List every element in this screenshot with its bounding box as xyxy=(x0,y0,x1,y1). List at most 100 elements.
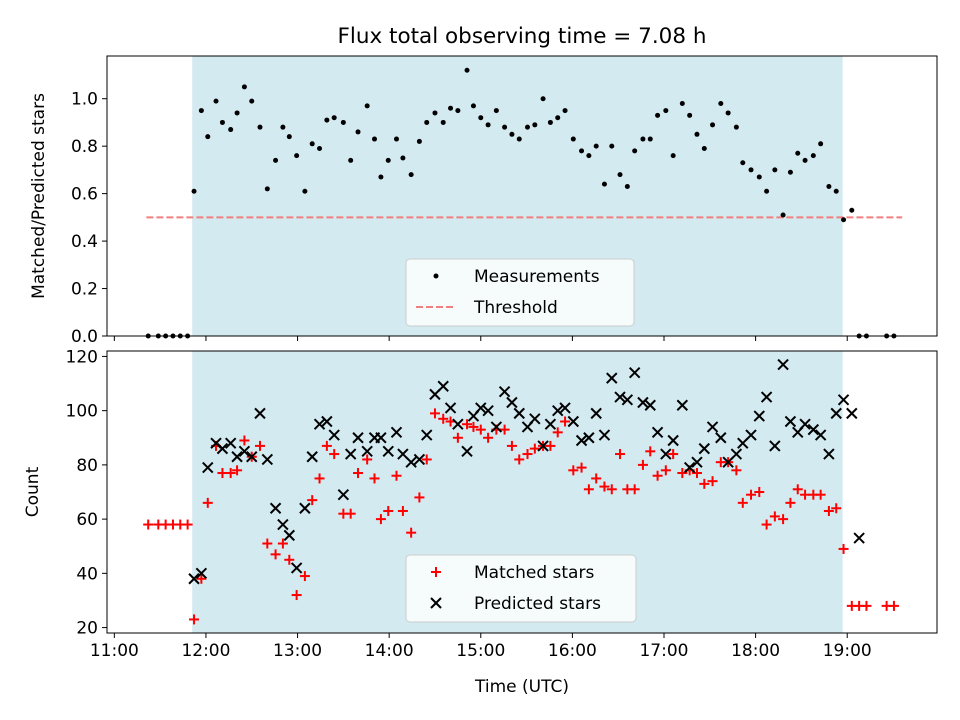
s1-1-point-71-b xyxy=(730,448,743,460)
s1-0-point-5 xyxy=(182,519,193,530)
s1-0-point-18 xyxy=(277,538,288,549)
s0-0-point-26 xyxy=(340,119,346,125)
s1-0-point-41 xyxy=(452,432,463,443)
s1-1-point-52 xyxy=(583,432,595,444)
s1-1-point-57-b xyxy=(621,394,634,406)
s1-1-point-57 xyxy=(621,394,634,406)
s0-0-point-70 xyxy=(679,100,685,106)
s0-0-point-39 xyxy=(440,119,446,125)
s1-1-point-10-b xyxy=(261,453,274,466)
s1-1-point-16-b xyxy=(306,451,318,463)
p1-y-tick-label-2: 60 xyxy=(76,510,98,530)
s1-1-point-38-b xyxy=(475,402,487,414)
s0-0-point-64 xyxy=(632,148,638,154)
s1-1-point-1-b xyxy=(195,567,208,580)
s0-0-point-61 xyxy=(609,143,615,149)
s1-0-point-96 xyxy=(888,600,899,611)
s0-0-point-54 xyxy=(555,115,561,121)
s1-1-point-48 xyxy=(552,404,564,417)
s1-1-point-34-b xyxy=(444,402,457,414)
s1-1-point-63-b xyxy=(667,434,679,447)
x-tick-label-1: 12:00 xyxy=(181,641,230,661)
s1-1-point-36 xyxy=(461,445,473,458)
s1-0-point-68 xyxy=(660,465,671,476)
s1-1-point-23 xyxy=(361,445,373,458)
s1-1-point-52-b xyxy=(583,432,595,444)
s1-1-point-49 xyxy=(559,402,571,414)
s1-1-point-74 xyxy=(753,410,765,422)
s0-0-point-21 xyxy=(302,188,308,194)
p0-y-tick-label-5: 1.0 xyxy=(71,90,98,110)
s0-0-point-71 xyxy=(687,112,693,118)
s1-1-point-67 xyxy=(698,442,711,455)
s0-0-point-13 xyxy=(241,84,247,90)
s1-1-point-5-b xyxy=(224,437,237,449)
s1-1-point-77 xyxy=(777,358,789,371)
p1-y-tick-label-0: 20 xyxy=(76,619,98,639)
s1-1-point-38 xyxy=(475,402,487,414)
s1-0-point-43 xyxy=(468,421,479,432)
s1-1-point-56 xyxy=(614,391,626,403)
s1-0-point-36 xyxy=(414,492,425,503)
s1-1-point-40 xyxy=(490,421,503,433)
s1-0-point-77 xyxy=(731,465,742,476)
s0-0-point-63 xyxy=(624,184,630,190)
s1-0-point-6 xyxy=(189,614,200,625)
s0-0-point-29 xyxy=(364,103,370,109)
s1-1-point-83 xyxy=(823,448,835,460)
s1-0-point-16 xyxy=(262,538,273,549)
p0-y-tick-label-4: 0.8 xyxy=(71,137,98,157)
p0-y-tick-label-1: 0.2 xyxy=(71,280,98,300)
s0-0-point-68 xyxy=(663,108,669,114)
s1-1-point-62-b xyxy=(660,448,672,460)
s1-1-point-45-b xyxy=(529,413,541,425)
s0-0-point-41 xyxy=(455,108,461,114)
s1-1-point-58-b xyxy=(628,366,641,379)
s0-0-point-77 xyxy=(733,124,739,130)
s1-0-point-80 xyxy=(754,487,765,497)
s0-0-point-17 xyxy=(273,157,279,163)
s0-0-point-20 xyxy=(294,153,300,159)
s0-0-point-14 xyxy=(249,98,255,104)
count-panel: 20 40 60 80 100 120 11:00 12:00 13:00 14:00 15:00… xyxy=(23,347,938,697)
s1-1-point-4 xyxy=(216,442,229,455)
s1-1-point-11-b xyxy=(269,502,282,514)
s1-1-point-26 xyxy=(382,445,394,458)
s0-0-point-48 xyxy=(509,131,515,137)
predicted-legend-x xyxy=(430,597,442,609)
s1-1-point-35-b xyxy=(452,418,464,430)
s1-1-point-76 xyxy=(769,440,781,452)
s0-0-point-90 xyxy=(833,188,839,194)
s1-0-point-72 xyxy=(691,468,702,479)
s1-0-point-33 xyxy=(391,470,402,481)
p0-y-tick-label-3: 0.6 xyxy=(71,185,98,205)
s1-0-point-22 xyxy=(307,495,318,506)
s1-1-point-75 xyxy=(760,391,773,403)
s1-0-point-19 xyxy=(284,554,295,565)
s1-1-point-33 xyxy=(437,380,449,392)
s1-0-point-83 xyxy=(778,514,789,525)
s0-0-point-24 xyxy=(324,117,330,123)
s0-0-point-18 xyxy=(280,124,286,130)
s1-1-point-60 xyxy=(644,399,656,411)
s1-1-point-78-b xyxy=(784,415,797,428)
s1-1-point-73-b xyxy=(745,429,757,441)
s1-1-point-63 xyxy=(667,434,679,447)
s1-0-point-23 xyxy=(314,473,325,484)
s0-0-point-81 xyxy=(764,188,770,194)
s0-0-point-51 xyxy=(532,122,538,128)
s1-1-point-41 xyxy=(498,385,511,398)
s0-0-point-55 xyxy=(562,108,568,114)
s0-0-point-47 xyxy=(502,124,508,130)
s0-0-point-28 xyxy=(355,129,361,135)
s1-1-point-45 xyxy=(529,413,541,425)
s0-0-point-43 xyxy=(470,103,476,109)
s1-0-point-58 xyxy=(583,484,594,495)
s1-1-point-59-b xyxy=(637,396,649,409)
s1-1-point-11 xyxy=(269,502,282,514)
chart-title: Flux total observing time = 7.08 h xyxy=(338,24,707,49)
s1-0-point-48 xyxy=(506,440,517,451)
x-tick-label-3: 14:00 xyxy=(365,641,414,661)
s1-0-point-61 xyxy=(606,484,617,495)
s1-1-point-85 xyxy=(837,394,850,406)
